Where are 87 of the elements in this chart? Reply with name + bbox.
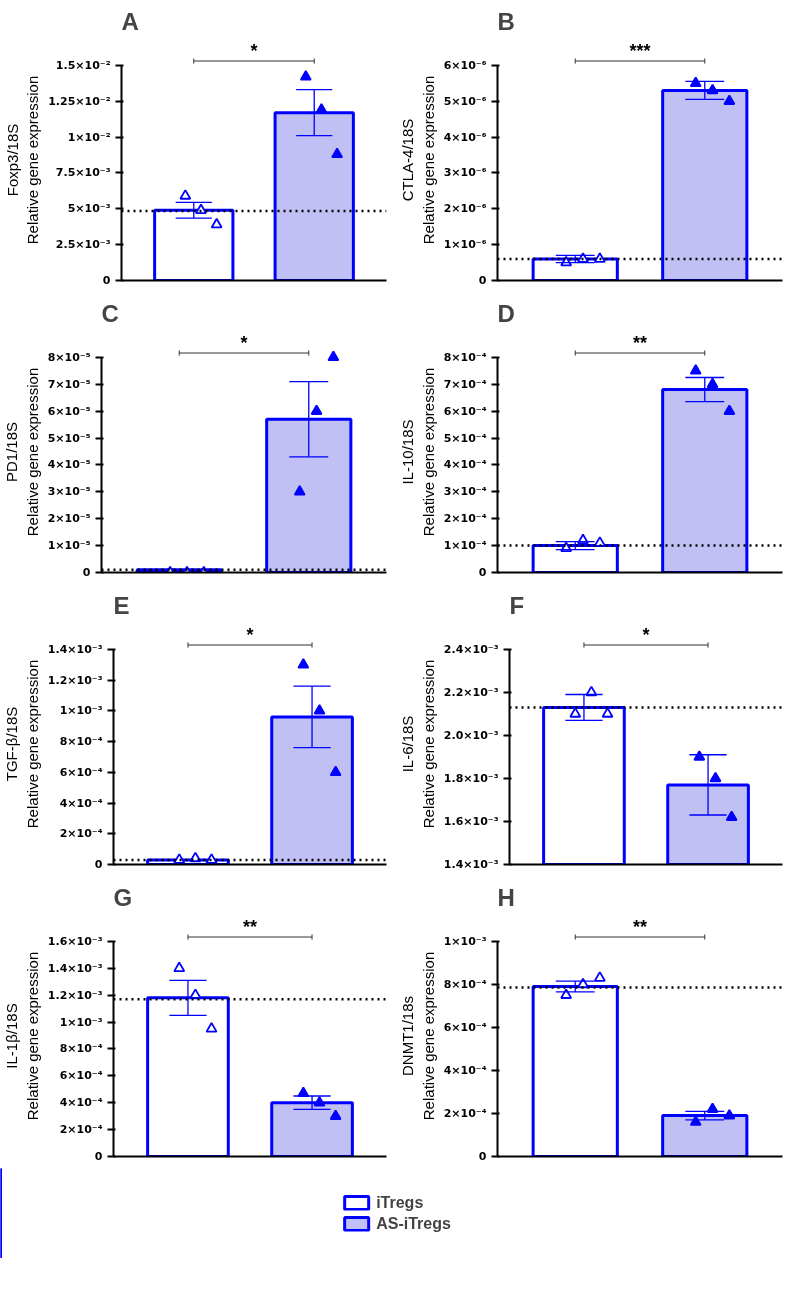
y-tick-label: 2×10⁻⁶ (443, 202, 487, 216)
chart-title: H (497, 883, 515, 911)
y-tick-label: 2×10⁻⁴ (443, 1106, 487, 1120)
y-tick-label: 0 (82, 566, 91, 579)
y-tick-label: 1.8×10⁻³ (443, 771, 499, 785)
y-axis-title: CTLA-4/18S Relative gene expression (399, 75, 437, 245)
y-axis-title: IL-1β/18S Relative gene expression (3, 951, 41, 1121)
y-tick-label: 1×10⁻⁶ (443, 238, 487, 252)
text: *** (629, 41, 651, 62)
y-tick-label: 8×10⁻⁴ (59, 735, 103, 749)
y-tick-label: 0 (94, 1150, 103, 1163)
y-tick-label: 1.4×10⁻³ (47, 961, 103, 975)
y-tick-label: 8×10⁻⁵ (47, 350, 91, 364)
y-tick-label: 4×10⁻⁴ (443, 1063, 487, 1077)
text: * (250, 41, 258, 62)
y-tick-label: 1.2×10⁻³ (47, 673, 103, 687)
y-tick-label: 6×10⁻⁴ (443, 1020, 487, 1034)
chart-title: G (113, 883, 133, 911)
text: ** (633, 333, 648, 354)
y-tick-label: 2.0×10⁻³ (443, 728, 499, 742)
y-tick-label: 1.25×10⁻² (48, 94, 111, 108)
y-tick-label: 6×10⁻⁴ (59, 1069, 103, 1083)
y-tick-label: 1×10⁻³ (59, 704, 103, 718)
y-tick-label: 3×10⁻⁴ (443, 485, 487, 499)
y-tick-label: 1×10⁻⁴ (443, 539, 487, 553)
y-axis-title: DNMT1/18s Relative gene expression (399, 951, 437, 1121)
chart-title: C (101, 299, 119, 327)
y-tick-label: 4×10⁻⁶ (443, 130, 487, 144)
y-tick-label: 1.4×10⁻³ (47, 642, 103, 656)
chart-title: A (121, 7, 139, 35)
y-tick-label: 1×10⁻² (67, 130, 111, 144)
y-tick-label: 8×10⁻⁴ (59, 1042, 103, 1056)
y-tick-label: 4×10⁻⁴ (59, 1096, 103, 1110)
y-tick-label: 2×10⁻⁴ (443, 512, 487, 526)
y-axis-title: TGF-β/18S Relative gene expression (3, 659, 41, 829)
y-tick-label: 0 (478, 566, 487, 579)
y-tick-label: 1.4×10⁻³ (443, 858, 499, 871)
y-tick-label: 7×10⁻⁴ (443, 377, 487, 391)
y-tick-label: 2×10⁻⁴ (59, 827, 103, 841)
y-tick-label: 2×10⁻⁴ (59, 1123, 103, 1137)
text: * (240, 333, 248, 354)
y-tick-label: 3×10⁻⁶ (443, 166, 487, 180)
y-tick-label: 1×10⁻³ (443, 934, 487, 948)
y-tick-label: 3×10⁻⁵ (47, 485, 91, 499)
y-tick-label: 7×10⁻⁵ (47, 377, 91, 391)
y-axis-title: IL-10/18S Relative gene expression (399, 367, 437, 537)
y-tick-label: 0 (478, 1150, 487, 1163)
text: ** (633, 917, 648, 938)
y-tick-label: 2.5×10⁻³ (55, 238, 111, 252)
legend-label: AS-iTregs (376, 1214, 451, 1233)
y-tick-label: 0 (94, 858, 103, 871)
chart-title: E (113, 591, 130, 619)
y-tick-label: 1.6×10⁻³ (443, 814, 499, 828)
y-tick-label: 1.6×10⁻³ (47, 934, 103, 948)
y-tick-label: 2×10⁻⁵ (47, 512, 91, 526)
legend-label: iTregs (376, 1193, 424, 1212)
text: * (642, 625, 650, 646)
y-tick-label: 8×10⁻⁴ (443, 977, 487, 991)
chart-title: D (497, 299, 515, 327)
y-axis-title: Foxp3/18S Relative gene expression (3, 75, 42, 245)
y-tick-label: 0 (102, 274, 111, 287)
y-tick-label: 1.5×10⁻² (55, 58, 111, 72)
y-axis-title: PD1/18S Relative gene expression (3, 367, 41, 537)
y-tick-label: 5×10⁻⁶ (443, 94, 487, 108)
y-tick-label: 1×10⁻³ (59, 1015, 103, 1029)
y-tick-label: 6×10⁻⁵ (47, 404, 91, 418)
y-tick-label: 5×10⁻⁵ (47, 431, 91, 445)
chart-title: F (509, 591, 525, 619)
y-tick-label: 6×10⁻⁴ (59, 765, 103, 779)
text: ** (243, 917, 258, 938)
y-tick-label: 8×10⁻⁴ (443, 350, 487, 364)
y-tick-label: 1×10⁻⁵ (47, 539, 91, 553)
y-tick-label: 4×10⁻⁵ (47, 458, 91, 472)
y-axis-title: IL-6/18S Relative gene expression (399, 659, 437, 829)
y-tick-label: 4×10⁻⁴ (59, 796, 103, 810)
y-tick-label: 2.4×10⁻³ (443, 642, 499, 656)
y-tick-label: 2.2×10⁻³ (443, 685, 499, 699)
y-tick-label: 7.5×10⁻³ (55, 166, 111, 180)
text: * (246, 625, 254, 646)
chart-title: B (497, 7, 515, 35)
y-tick-label: 6×10⁻⁴ (443, 404, 487, 418)
y-tick-label: 0 (478, 274, 487, 287)
y-tick-label: 5×10⁻³ (67, 202, 111, 216)
y-tick-label: 5×10⁻⁴ (443, 431, 487, 445)
y-tick-label: 6×10⁻⁶ (443, 58, 487, 72)
y-tick-label: 4×10⁻⁴ (443, 458, 487, 472)
y-tick-label: 1.2×10⁻³ (47, 988, 103, 1002)
